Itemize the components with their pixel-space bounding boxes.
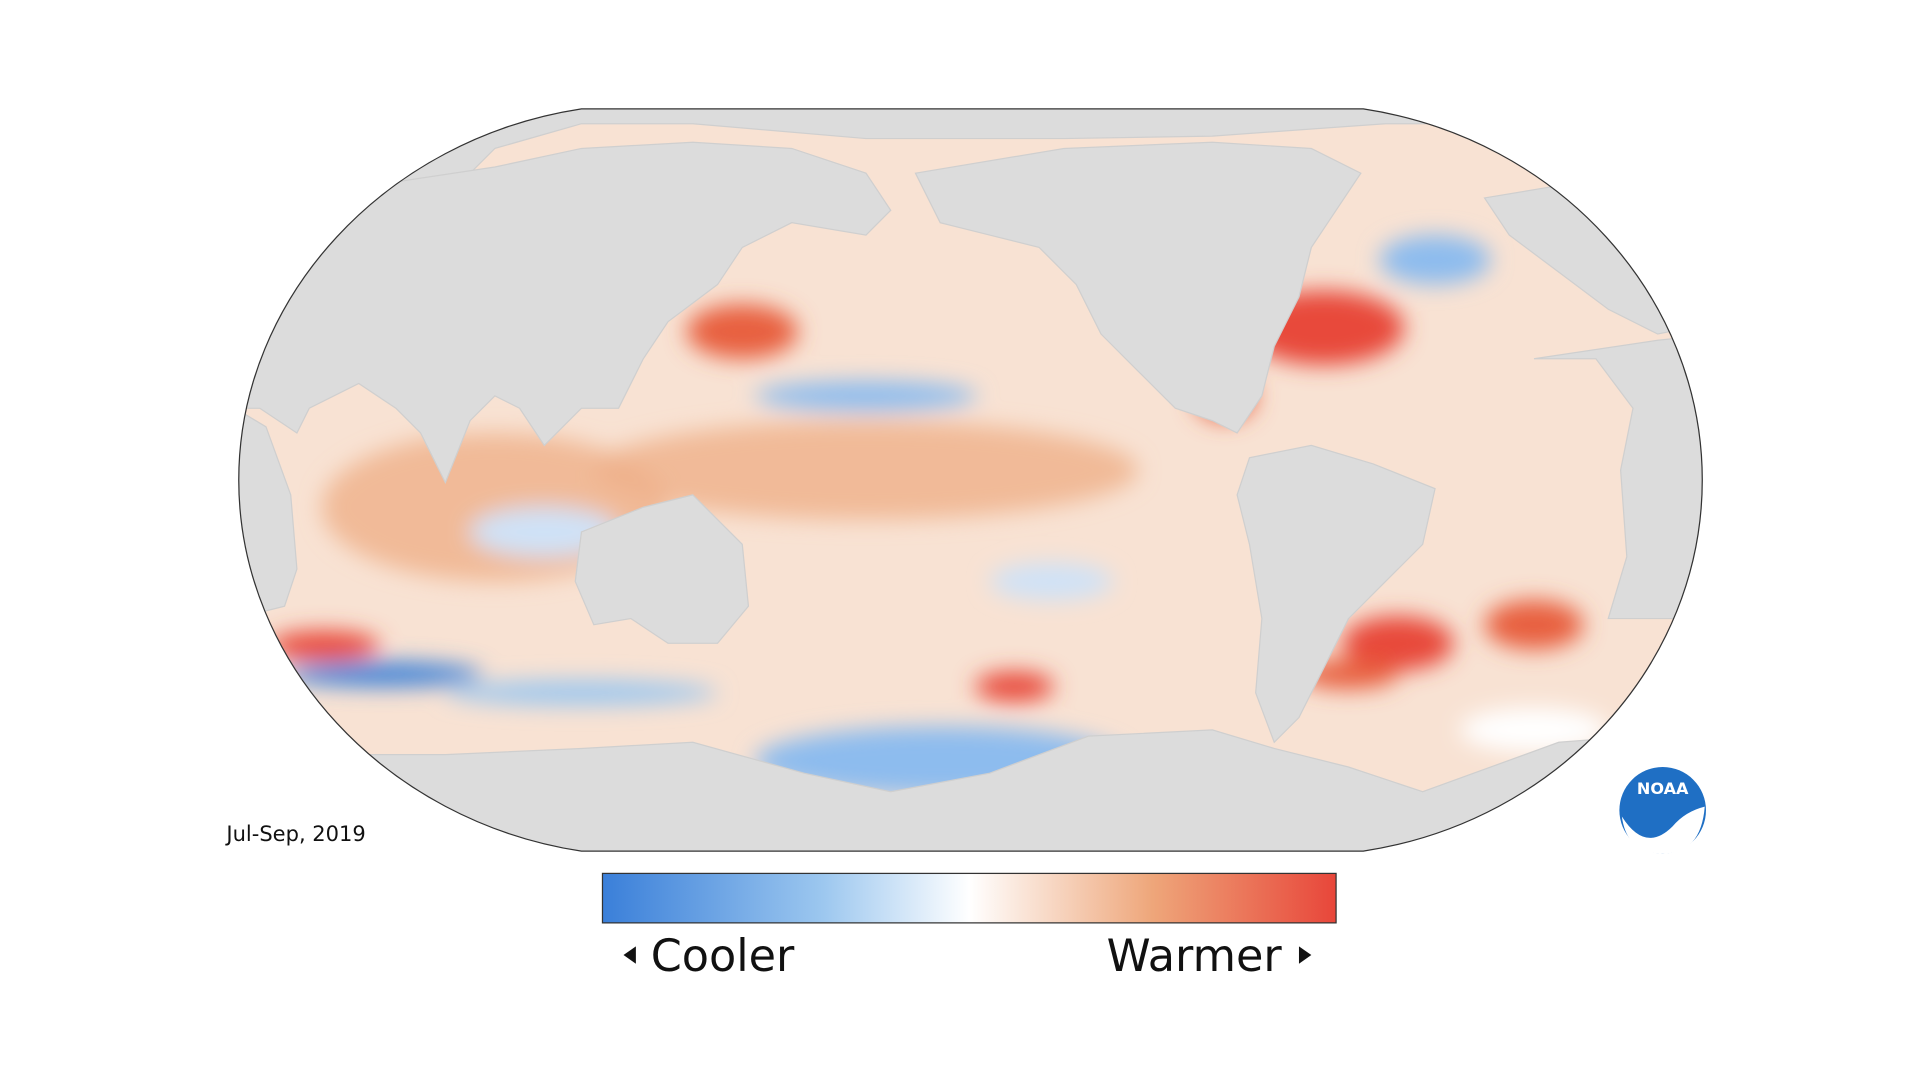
map bbox=[238, 108, 1703, 852]
logo-bird bbox=[1621, 806, 1705, 854]
cooler-arrow bbox=[623, 946, 636, 964]
warmer-arrow bbox=[1298, 946, 1312, 964]
map-frame bbox=[238, 108, 1703, 852]
warmer-label: Warmer bbox=[1107, 930, 1283, 982]
noaa-logo: NOAA bbox=[1619, 767, 1706, 854]
cooler-label: Cooler bbox=[651, 930, 795, 982]
period-label: Jul-Sep, 2019 bbox=[224, 821, 365, 846]
land bbox=[238, 108, 1703, 852]
logo-text: NOAA bbox=[1637, 779, 1689, 798]
color-scale bbox=[601, 872, 1337, 924]
